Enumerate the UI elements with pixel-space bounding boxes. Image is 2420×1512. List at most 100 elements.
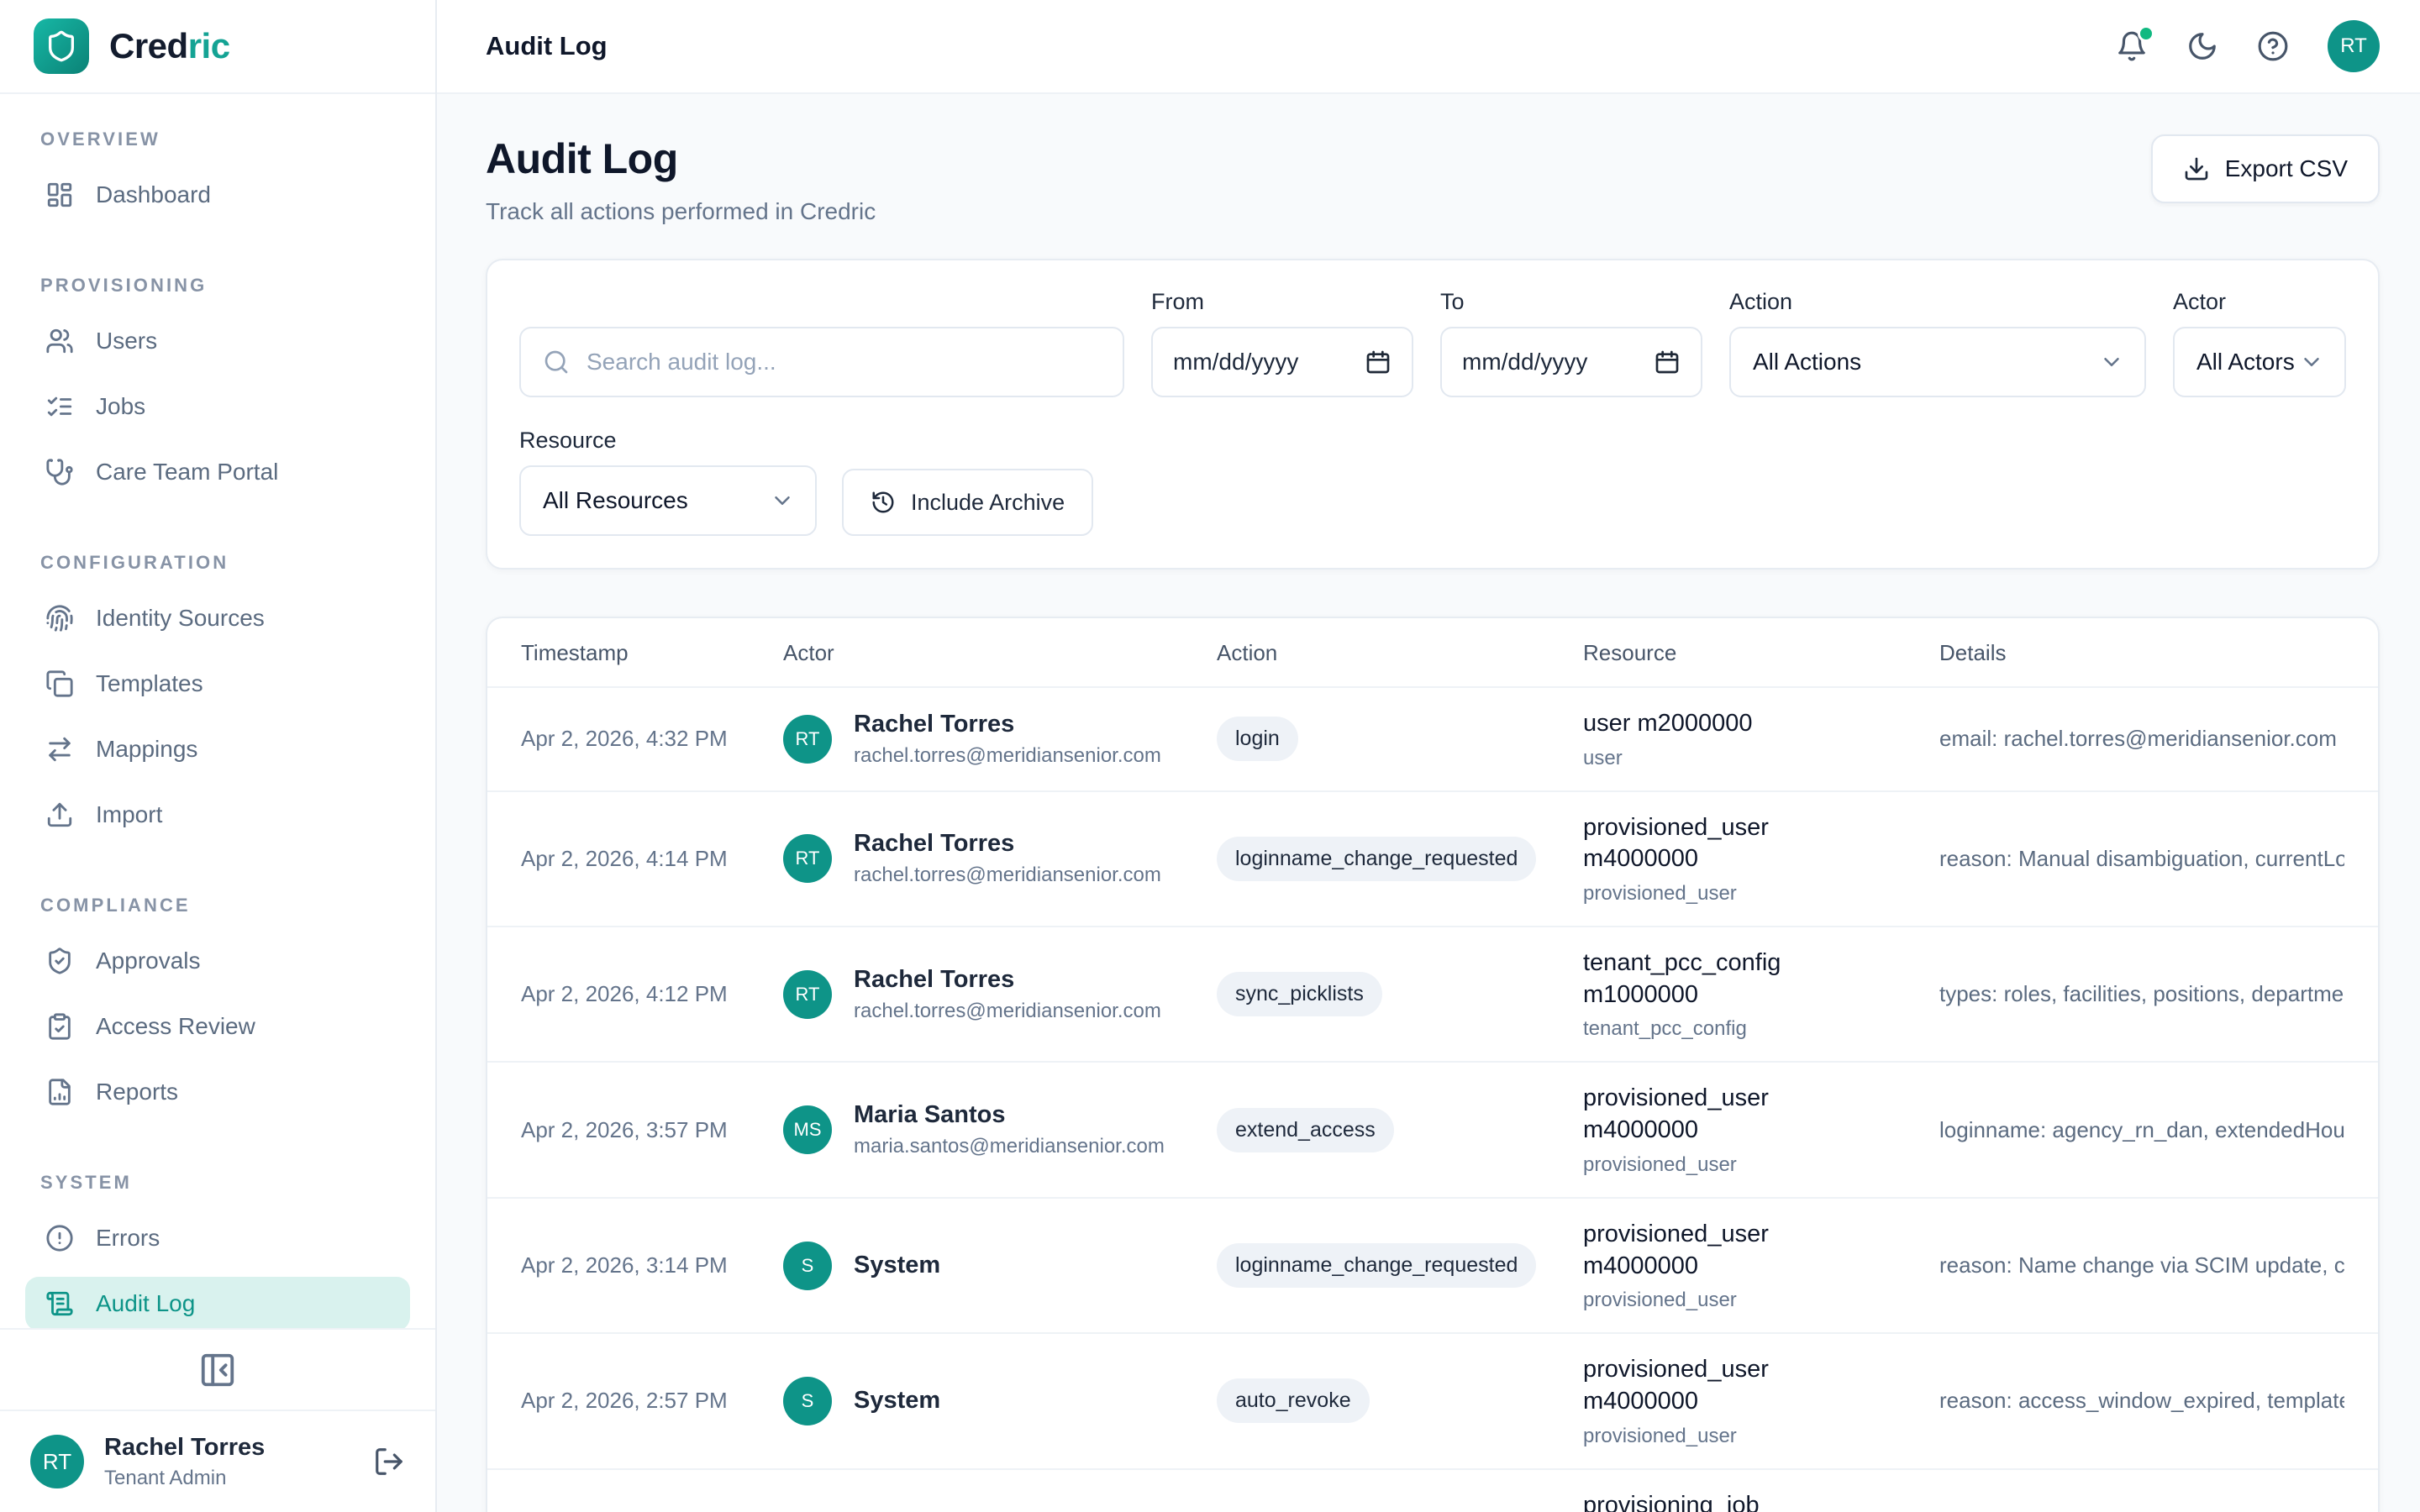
actor-meta: Rachel Torres rachel.torres@meridiansenio…	[854, 711, 1161, 768]
brand-name: Credric	[109, 26, 230, 66]
calendar-icon	[1654, 349, 1681, 375]
actor-meta: Rachel Torres rachel.torres@meridiansenio…	[854, 966, 1161, 1023]
sidebar-item-care-team-portal[interactable]: Care Team Portal	[25, 445, 410, 499]
jobs-icon	[45, 392, 74, 421]
actor-meta: Maria Santos maria.santos@meridiansenior.…	[854, 1101, 1165, 1158]
sidebar-item-label: Templates	[96, 670, 203, 696]
dark-mode-toggle[interactable]	[2186, 30, 2218, 62]
fingerprint-icon	[45, 604, 74, 633]
alert-circle-icon	[45, 1224, 74, 1252]
to-date-input[interactable]: mm/dd/yyyy	[1440, 327, 1702, 397]
search-input[interactable]	[587, 349, 1101, 375]
sidebar-item-identity-sources[interactable]: Identity Sources	[25, 591, 410, 645]
nav-section-label-configuration: CONFIGURATION	[40, 552, 229, 573]
column-header-details: Details	[1939, 640, 2007, 665]
include-archive-button[interactable]: Include Archive	[842, 469, 1094, 536]
page-head: Audit Log Track all actions performed in…	[486, 134, 2380, 225]
sidebar-item-access-review[interactable]: Access Review	[25, 1000, 410, 1053]
sidebar-item-import[interactable]: Import	[25, 788, 410, 842]
action-badge: loginname_change_requested	[1217, 1243, 1537, 1288]
sidebar-item-dashboard[interactable]: Dashboard	[25, 168, 410, 222]
table-body: Apr 2, 2026, 4:32 PM RT Rachel Torres rache…	[487, 686, 2378, 1512]
from-date-input[interactable]: mm/dd/yyyy	[1151, 327, 1413, 397]
history-icon	[871, 490, 896, 515]
actor-name: Rachel Torres	[854, 710, 1015, 738]
collapse-sidebar-icon[interactable]	[198, 1351, 237, 1389]
action-select[interactable]: All Actions	[1729, 327, 2146, 397]
actor-meta: System	[854, 1252, 940, 1279]
row-details: email: rachel.torres@meridiansenior.com	[1939, 726, 2337, 752]
sidebar-item-reports[interactable]: Reports	[25, 1065, 410, 1119]
reports-icon	[45, 1078, 74, 1106]
action-label: Action	[1729, 289, 1793, 314]
sidebar-item-label: Users	[96, 328, 158, 354]
row-actor: RT Rachel Torres rachel.torres@meridiansen…	[783, 830, 1217, 887]
sidebar-item-audit-log[interactable]: Audit Log	[25, 1277, 410, 1328]
sidebar-item-label: Care Team Portal	[96, 459, 279, 485]
row-timestamp: Apr 2, 2026, 3:14 PM	[521, 1252, 728, 1278]
sidebar-item-templates[interactable]: Templates	[25, 657, 410, 711]
row-actor: S System	[783, 1376, 1217, 1425]
sidebar-item-label: Access Review	[96, 1013, 255, 1039]
nav-section-label-system: SYSTEM	[40, 1172, 132, 1193]
action-badge: loginname_change_requested	[1217, 836, 1537, 881]
resource-title: tenant_pcc_config m1000000	[1583, 949, 1781, 1008]
brand-logo-tile	[34, 18, 89, 74]
action-badge: sync_picklists	[1217, 972, 1382, 1017]
page-subtitle: Track all actions performed in Credric	[486, 198, 876, 224]
resource-title: provisioned_user m4000000	[1583, 1220, 1769, 1279]
actor-select[interactable]: All Actors	[2173, 327, 2346, 397]
actor-label: Actor	[2173, 289, 2227, 314]
sidebar-item-label: Dashboard	[96, 181, 211, 207]
actor-name: System	[854, 1252, 941, 1278]
table-row: Apr 2, 2026, 4:32 PM RT Rachel Torres rache…	[487, 686, 2378, 790]
user-name: Rachel Torres	[104, 1433, 266, 1461]
export-csv-button[interactable]: Export CSV	[2150, 134, 2380, 203]
sidebar-item-approvals[interactable]: Approvals	[25, 934, 410, 988]
action-select-value: All Actions	[1753, 349, 1862, 375]
resource-title: provisioned_user m4000000	[1583, 813, 1769, 873]
search-box	[519, 327, 1124, 397]
brand-name-dark: Cred	[109, 26, 188, 66]
sidebar-item-errors[interactable]: Errors	[25, 1211, 410, 1265]
row-resource: provisioned_user m4000000 provisioned_use…	[1583, 812, 1939, 906]
help-button[interactable]	[2257, 30, 2289, 62]
sidebar-user: RT Rachel Torres Tenant Admin	[0, 1410, 435, 1512]
dashboard-icon	[45, 181, 74, 209]
row-timestamp: Apr 2, 2026, 4:12 PM	[521, 981, 728, 1007]
row-actor: RT Rachel Torres rachel.torres@meridiansen…	[783, 966, 1217, 1023]
nav-section-label-compliance: COMPLIANCE	[40, 895, 191, 916]
action-badge: auto_revoke	[1217, 1378, 1370, 1424]
sidebar-item-label: Jobs	[96, 393, 146, 419]
row-actor: S System	[783, 1241, 1217, 1290]
table-row: Apr 2, 2026, 3:57 PM MS Maria Santos maria.…	[487, 1061, 2378, 1196]
actor-name: System	[854, 1387, 941, 1415]
sidebar-item-mappings[interactable]: Mappings	[25, 722, 410, 776]
brand: Credric	[0, 0, 435, 94]
resource-select[interactable]: All Resources	[519, 465, 817, 536]
action-badge: login	[1217, 717, 1298, 762]
chevron-down-icon	[2099, 349, 2124, 375]
logout-icon[interactable]	[373, 1446, 405, 1478]
scroll-icon	[45, 1289, 74, 1318]
sidebar-item-users[interactable]: Users	[25, 314, 410, 368]
row-details: reason: Name change via SCIM update, cur…	[1939, 1252, 2344, 1278]
notification-dot	[2138, 25, 2154, 42]
row-action: loginname_change_requested	[1217, 1243, 1583, 1288]
sidebar-item-jobs[interactable]: Jobs	[25, 380, 410, 433]
resource-type: provisioned_user	[1583, 1289, 1737, 1312]
avatar: RT	[30, 1435, 84, 1488]
topbar-avatar[interactable]: RT	[2328, 20, 2380, 72]
user-role: Tenant Admin	[104, 1466, 227, 1489]
actor-name: Maria Santos	[854, 1101, 1006, 1129]
actor-email: rachel.torres@meridiansenior.com	[854, 743, 1161, 767]
notifications-button[interactable]	[2116, 25, 2154, 62]
stethoscope-icon	[45, 458, 74, 486]
sidebar-nav: OVERVIEW Dashboard PROVISIONING Users Jobs Ca…	[0, 94, 435, 1328]
sidebar-collapse-row	[0, 1328, 435, 1410]
nav-section-gap	[25, 853, 410, 894]
sidebar-item-label: Identity Sources	[96, 605, 265, 631]
avatar: S	[783, 1241, 832, 1290]
resource-type: provisioned_user	[1583, 1152, 1737, 1176]
from-label: From	[1151, 289, 1204, 314]
